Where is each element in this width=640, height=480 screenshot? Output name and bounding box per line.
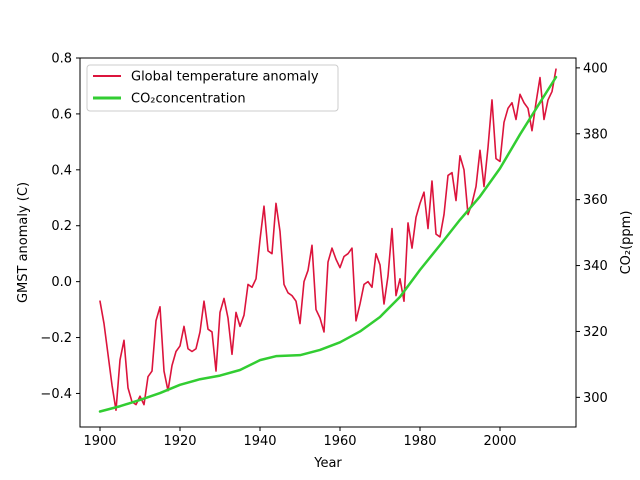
y-right-tick-label: 320: [583, 325, 608, 340]
y-right-tick-label: 380: [583, 127, 608, 142]
y-left-tick-label: −0.2: [40, 331, 72, 346]
y-right-tick-label: 340: [583, 259, 608, 274]
legend-box: [86, 64, 339, 112]
x-tick-label: 1980: [403, 434, 436, 449]
x-axis-label: Year: [313, 456, 342, 471]
legend: Global temperature anomaly CO₂concentrat…: [86, 64, 339, 112]
series-line-temperature: [99, 68, 557, 412]
x-tick-label: 1920: [163, 434, 196, 449]
y-axis-right-label: CO₂(ppm): [619, 211, 634, 275]
x-tick-label: 1940: [243, 434, 276, 449]
y-left-tick-label: 0.0: [51, 275, 72, 290]
y-left-tick-label: 0.2: [51, 219, 72, 234]
legend-label-temperature: Global temperature anomaly: [131, 70, 319, 85]
y-left-tick-label: 0.8: [51, 52, 72, 67]
y-axis-left-label: GMST anomaly (C): [16, 182, 31, 303]
y-right-tick-label: 300: [583, 391, 608, 406]
y-left-tick-label: 0.4: [51, 163, 72, 178]
x-tick-label: 1960: [323, 434, 356, 449]
x-tick-label: 2000: [483, 434, 516, 449]
y-axis-right: 300 320 340 360 380 400: [576, 61, 608, 406]
y-right-tick-label: 360: [583, 193, 608, 208]
y-axis-left: −0.4 −0.2 0.0 0.2 0.4 0.6 0.8: [40, 52, 80, 402]
y-left-tick-label: −0.4: [40, 387, 72, 402]
plot-area: [98, 68, 558, 413]
x-tick-label: 1900: [83, 434, 116, 449]
plot-frame: [79, 57, 577, 428]
y-left-tick-label: 0.6: [51, 107, 72, 122]
y-right-tick-label: 400: [583, 61, 608, 76]
legend-label-co2: CO₂concentration: [131, 92, 246, 107]
series-line-co2: [98, 75, 558, 413]
x-axis: 1900 1920 1940 1960 1980 2000: [83, 427, 517, 449]
